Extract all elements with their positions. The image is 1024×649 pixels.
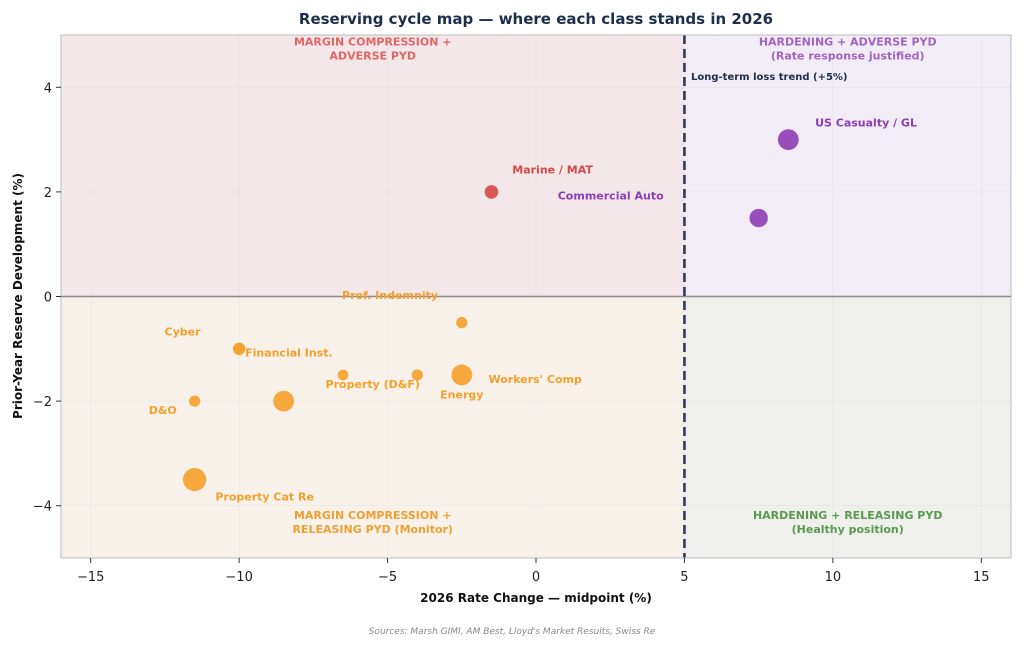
point-label: US Casualty / GL — [815, 117, 917, 130]
data-point — [749, 208, 768, 228]
quadrant-label-line: (Rate response justified) — [771, 49, 925, 62]
point-label: Cyber — [165, 326, 202, 339]
point-label: Prof. Indemnity — [342, 289, 438, 302]
point-label: Marine / MAT — [512, 164, 593, 177]
x-axis-label: 2026 Rate Change — midpoint (%) — [420, 591, 652, 605]
data-point — [777, 129, 799, 151]
x-tick-label: 10 — [825, 570, 842, 585]
quadrant-bottom-left-label: MARGIN COMPRESSION + RELEASING PYD (Monit… — [292, 509, 453, 536]
data-point — [484, 185, 499, 199]
quadrant-label-line: ADVERSE PYD — [329, 49, 416, 62]
y-tick-label: 2 — [44, 186, 52, 201]
data-point — [188, 395, 201, 407]
x-tick-label: 0 — [532, 570, 540, 585]
quadrant-label-line: (Healthy position) — [792, 523, 904, 536]
quadrant-bottom-right-label: HARDENING + RELEASING PYD (Healthy positi… — [753, 509, 943, 536]
point-label: Commercial Auto — [558, 190, 664, 203]
y-tick-label: −2 — [33, 395, 52, 410]
quadrant-label-line: RELEASING PYD (Monitor) — [292, 523, 453, 536]
y-axis-label: Prior-Year Reserve Development (%) — [11, 173, 25, 419]
quadrant-label-line: MARGIN COMPRESSION + — [294, 35, 452, 48]
quadrant-bottom-left — [61, 296, 685, 558]
y-tick-label: 4 — [44, 81, 52, 96]
x-tick-label: −15 — [77, 570, 104, 585]
y-tick-label: 0 — [44, 291, 52, 306]
loss-trend-label: Long-term loss trend (+5%) — [691, 72, 848, 83]
y-tick-label: −4 — [33, 500, 52, 515]
quadrant-top-right-label: HARDENING + ADVERSE PYD (Rate response ju… — [759, 35, 937, 62]
x-tick-label: 5 — [680, 570, 688, 585]
quadrant-top-left-label: MARGIN COMPRESSION + ADVERSE PYD — [294, 35, 452, 62]
data-point — [233, 342, 246, 355]
x-tick-label: 15 — [973, 570, 990, 585]
data-point — [337, 369, 349, 381]
quadrant-top-left — [61, 35, 685, 297]
quadrant-top-right — [684, 35, 1011, 297]
quadrant-label-line: MARGIN COMPRESSION + — [294, 509, 452, 522]
data-point — [273, 390, 295, 412]
quadrant-label-line: HARDENING + RELEASING PYD — [753, 509, 943, 522]
source-note: Sources: Marsh GIMI, AM Best, Lloyd's Ma… — [369, 627, 656, 637]
data-point — [451, 364, 473, 386]
point-label: Financial Inst. — [245, 347, 333, 360]
data-point — [411, 369, 423, 381]
data-point — [182, 467, 207, 492]
point-label: Property (D&F) — [326, 378, 420, 391]
point-label: D&O — [149, 404, 177, 417]
point-label: Energy — [440, 388, 483, 401]
quadrant-label-line: HARDENING + ADVERSE PYD — [759, 35, 937, 48]
data-point — [456, 317, 468, 329]
x-tick-label: −5 — [378, 570, 397, 585]
quadrant-bottom-right — [684, 296, 1011, 558]
x-tick-label: −10 — [225, 570, 252, 585]
point-label: Property Cat Re — [215, 490, 314, 503]
point-label: Workers' Comp — [489, 373, 582, 386]
chart-title: Reserving cycle map — where each class s… — [299, 10, 773, 28]
